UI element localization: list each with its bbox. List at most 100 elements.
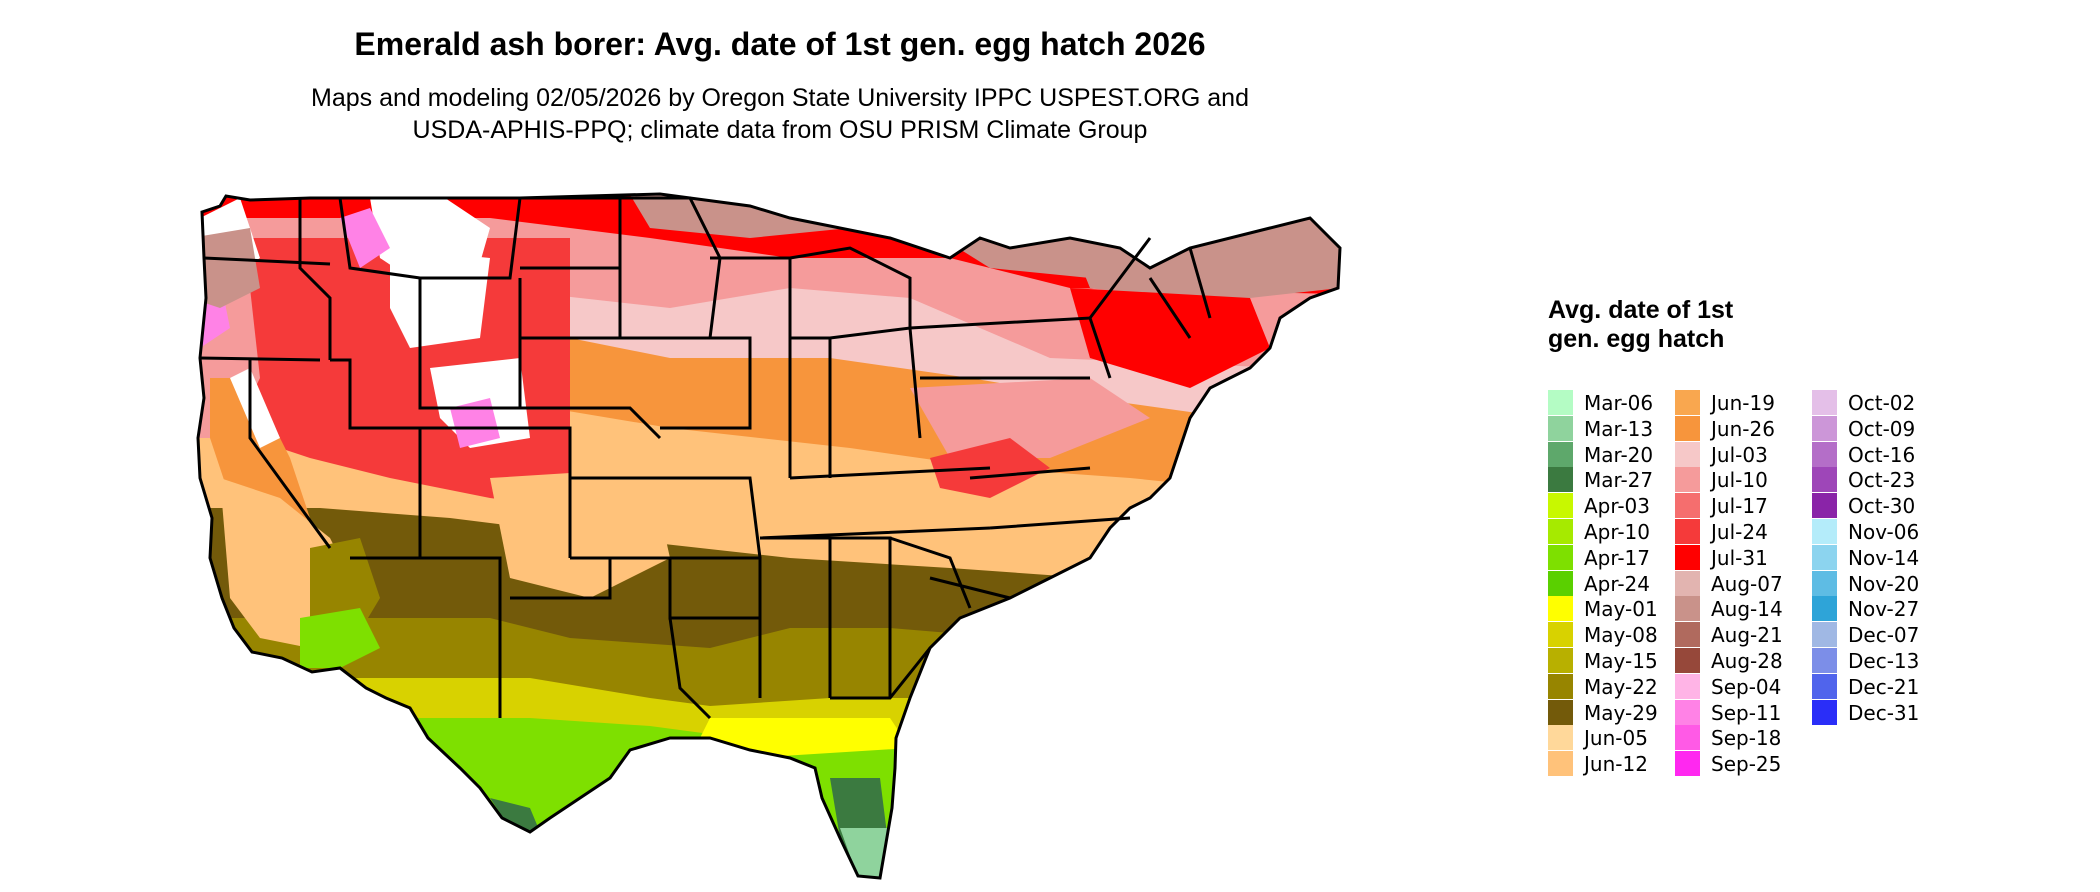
- legend-item: Sep-11: [1675, 699, 1855, 726]
- legend-swatch: [1812, 622, 1837, 648]
- new-england-brown: [1070, 218, 1340, 298]
- legend-swatch: [1675, 622, 1700, 648]
- legend-label: May-08: [1584, 623, 1658, 648]
- legend-swatch: [1812, 390, 1837, 415]
- band-north-brown: [620, 194, 950, 238]
- legend-swatch: [1548, 570, 1573, 596]
- border-ky-tn: [759, 466, 991, 540]
- texas-south-dark-green: [490, 798, 540, 832]
- sierra-white: [230, 368, 280, 448]
- florida-light-green: [840, 828, 892, 878]
- appalachian-salmon: [910, 378, 1150, 458]
- legend-item: Jul-31: [1675, 544, 1855, 571]
- legend-swatch: [1548, 544, 1573, 570]
- legend-label: Nov-27: [1848, 597, 1920, 622]
- legend-label: Jul-31: [1711, 545, 1768, 570]
- border-ia-mo: [620, 336, 762, 559]
- legend-label: Nov-20: [1848, 571, 1920, 596]
- legend-item: Dec-21: [1812, 673, 1992, 700]
- border-ca-nv: [248, 360, 332, 549]
- legend-swatch: [1675, 699, 1700, 725]
- legend-label: May-29: [1584, 700, 1658, 725]
- border-ne-ks: [520, 406, 662, 480]
- border-co: [420, 426, 572, 558]
- border-new-england: [1088, 237, 1212, 339]
- chart-subtitle: Maps and modeling 02/05/2026 by Oregon S…: [0, 82, 1560, 146]
- border-ut-nv: [330, 358, 422, 558]
- legend-swatch: [1548, 519, 1573, 544]
- legend-swatch: [1675, 596, 1700, 622]
- wyoming-white: [390, 248, 490, 348]
- new-england-red: [1070, 288, 1270, 388]
- legend-item: Jun-12: [1548, 751, 1728, 777]
- legend-swatch: [1548, 596, 1573, 622]
- legend-swatch: [1548, 673, 1573, 699]
- legend-label: Sep-25: [1711, 752, 1782, 777]
- legend-swatch: [1812, 596, 1837, 622]
- legend-swatch: [1548, 751, 1573, 777]
- legend-item: Oct-09: [1812, 415, 1992, 442]
- legend-label: Jul-17: [1711, 494, 1768, 519]
- legend-item: Mar-27: [1548, 467, 1728, 493]
- legend-label: Oct-02: [1848, 391, 1916, 415]
- legend-item: Aug-07: [1675, 570, 1855, 597]
- legend-label: Sep-11: [1711, 700, 1782, 725]
- legend-item: Nov-20: [1812, 570, 1992, 597]
- legend-label: Apr-10: [1584, 520, 1650, 544]
- legend-swatch: [1548, 390, 1573, 415]
- legend-label: Oct-30: [1848, 494, 1916, 519]
- legend-label: May-01: [1584, 597, 1658, 622]
- legend-label: Aug-21: [1711, 623, 1783, 648]
- legend-item: Oct-30: [1812, 493, 1992, 519]
- legend-label: Nov-06: [1848, 520, 1920, 544]
- legend-item: Apr-24: [1548, 570, 1728, 597]
- legend-label: Aug-14: [1711, 597, 1783, 622]
- legend-swatch: [1675, 390, 1700, 415]
- legend-label: Jun-26: [1711, 416, 1775, 441]
- border-ga-fl: [830, 647, 932, 700]
- legend-item: Sep-04: [1675, 673, 1855, 700]
- state-borders: [196, 192, 1342, 880]
- border-va-nc: [969, 466, 1131, 530]
- border-dakotas: [520, 196, 622, 340]
- border-ga-sc: [889, 536, 1011, 609]
- legend-label: Apr-17: [1584, 545, 1650, 570]
- legend-item: Nov-06: [1812, 519, 1992, 545]
- legend-item: Sep-18: [1675, 725, 1855, 751]
- border-mi: [789, 246, 912, 328]
- legend-swatch: [1675, 493, 1700, 519]
- legend-swatch: [1548, 725, 1573, 751]
- legend-item: Apr-03: [1548, 493, 1728, 519]
- legend-swatch: [1812, 544, 1837, 570]
- legend-label: Mar-20: [1584, 442, 1654, 467]
- legend-label: Oct-16: [1848, 442, 1916, 467]
- legend-item: May-15: [1548, 648, 1728, 674]
- legend-swatch: [1675, 751, 1700, 777]
- legend-label: Jun-12: [1584, 752, 1648, 777]
- legend-label: Jun-05: [1584, 726, 1648, 751]
- border-wa-or: [203, 256, 331, 266]
- colorado-magenta: [450, 398, 500, 448]
- legend-swatch: [1548, 493, 1573, 519]
- legend-label: Jul-10: [1711, 468, 1768, 493]
- legend-item: Aug-21: [1675, 622, 1855, 648]
- legend-swatch: [1812, 441, 1837, 467]
- legend-swatch: [1675, 673, 1700, 699]
- us-degree-day-map: [196, 192, 1342, 880]
- legend-label: Jun-19: [1711, 391, 1775, 415]
- legend-label: Dec-07: [1848, 623, 1920, 648]
- legend-label: Aug-28: [1711, 649, 1783, 673]
- legend-swatch: [1812, 673, 1837, 699]
- legend-label: Dec-13: [1848, 649, 1920, 673]
- legend-label: Dec-21: [1848, 674, 1920, 699]
- legend-swatch: [1675, 441, 1700, 467]
- border-nm-tx: [498, 558, 612, 718]
- legend-title: Avg. date of 1st gen. egg hatch: [1548, 296, 1734, 353]
- legend-swatch: [1548, 699, 1573, 725]
- legend-item: Sep-25: [1675, 751, 1855, 777]
- texas-west-tan: [490, 468, 670, 598]
- legend-swatch: [1812, 467, 1837, 493]
- legend-item: Aug-14: [1675, 596, 1855, 622]
- legend-swatch: [1675, 415, 1700, 441]
- legend-swatch: [1812, 493, 1837, 519]
